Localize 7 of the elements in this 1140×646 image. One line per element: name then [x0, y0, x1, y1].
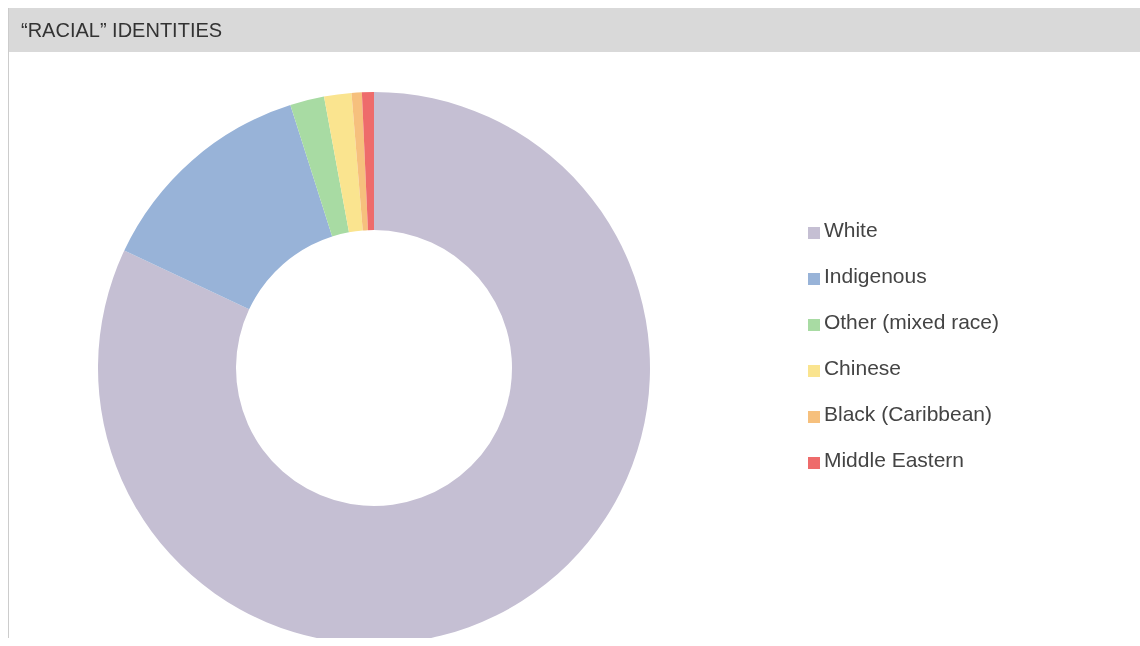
legend-label: Black (Caribbean): [823, 401, 993, 427]
chart-title: “RACIAL” IDENTITIES: [9, 8, 1140, 52]
legend-label: White: [823, 217, 878, 243]
legend-label: Indigenous: [823, 263, 927, 289]
legend-label: Middle Eastern: [823, 447, 965, 473]
legend-label: Chinese: [823, 355, 902, 381]
legend-label: Other (mixed race): [823, 309, 999, 335]
